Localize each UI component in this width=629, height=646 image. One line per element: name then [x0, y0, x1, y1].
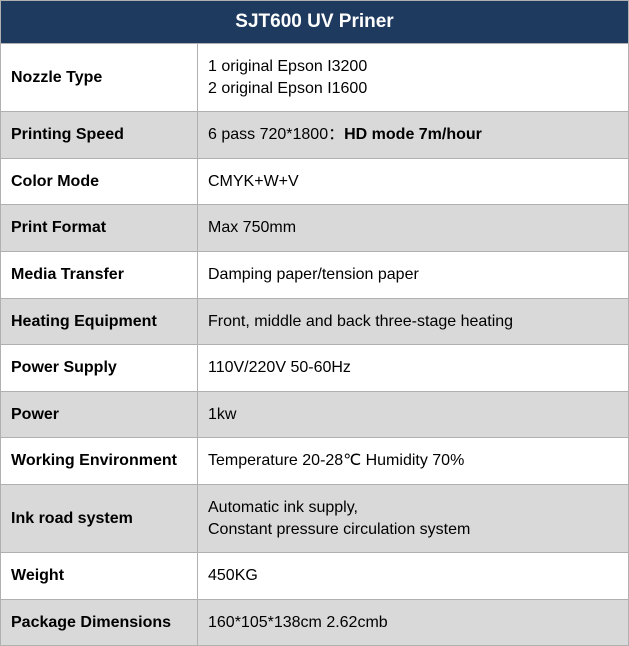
spec-value-bold: HD mode 7m/hour	[344, 126, 482, 143]
spec-label: Ink road system	[1, 484, 198, 552]
spec-value: Front, middle and back three-stage heati…	[198, 298, 629, 345]
spec-value: 1 original Epson I32002 original Epson I…	[198, 44, 629, 112]
spec-value: 1kw	[198, 391, 629, 438]
spec-row: Ink road systemAutomatic ink supply,Cons…	[1, 484, 629, 552]
spec-label: Printing Speed	[1, 112, 198, 159]
spec-label: Power	[1, 391, 198, 438]
spec-value-plain: 6 pass 720*1800：	[208, 126, 344, 143]
spec-row: Power1kw	[1, 391, 629, 438]
spec-label: Print Format	[1, 205, 198, 252]
spec-value: 160*105*138cm 2.62cmb	[198, 599, 629, 646]
spec-row: Power Supply110V/220V 50-60Hz	[1, 345, 629, 392]
spec-row: Printing Speed6 pass 720*1800：HD mode 7m…	[1, 112, 629, 159]
spec-value: Automatic ink supply,Constant pressure c…	[198, 484, 629, 552]
spec-row: Print FormatMax 750mm	[1, 205, 629, 252]
spec-row: Heating EquipmentFront, middle and back …	[1, 298, 629, 345]
spec-row: Weight450KG	[1, 553, 629, 600]
spec-value: Damping paper/tension paper	[198, 251, 629, 298]
spec-value: Max 750mm	[198, 205, 629, 252]
table-title: SJT600 UV Priner	[1, 1, 629, 44]
spec-row: Nozzle Type1 original Epson I32002 origi…	[1, 44, 629, 112]
spec-row: Package Dimensions160*105*138cm 2.62cmb	[1, 599, 629, 646]
spec-label: Package Dimensions	[1, 599, 198, 646]
spec-label: Color Mode	[1, 158, 198, 205]
spec-value: 450KG	[198, 553, 629, 600]
spec-table: SJT600 UV Priner Nozzle Type1 original E…	[0, 0, 629, 646]
spec-value: 6 pass 720*1800：HD mode 7m/hour	[198, 112, 629, 159]
spec-value: 110V/220V 50-60Hz	[198, 345, 629, 392]
spec-value: CMYK+W+V	[198, 158, 629, 205]
header-row: SJT600 UV Priner	[1, 1, 629, 44]
spec-label: Weight	[1, 553, 198, 600]
spec-row: Media TransferDamping paper/tension pape…	[1, 251, 629, 298]
spec-label: Power Supply	[1, 345, 198, 392]
spec-label: Nozzle Type	[1, 44, 198, 112]
spec-label: Heating Equipment	[1, 298, 198, 345]
spec-value: Temperature 20-28℃ Humidity 70%	[198, 438, 629, 485]
spec-body: Nozzle Type1 original Epson I32002 origi…	[1, 44, 629, 646]
spec-label: Working Environment	[1, 438, 198, 485]
spec-row: Working EnvironmentTemperature 20-28℃ Hu…	[1, 438, 629, 485]
spec-label: Media Transfer	[1, 251, 198, 298]
spec-row: Color ModeCMYK+W+V	[1, 158, 629, 205]
